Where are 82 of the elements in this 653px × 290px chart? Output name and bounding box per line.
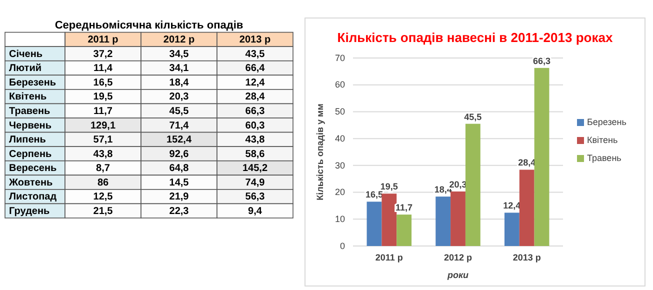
- y-axis-title: Кількість опадів у мм: [315, 103, 325, 200]
- data-label: 21,9: [169, 192, 190, 203]
- data-label: 14,5: [169, 177, 190, 188]
- data-label: 152,4: [166, 134, 192, 146]
- data-label: 12,5: [93, 192, 114, 203]
- data-label: 45,5: [464, 112, 482, 122]
- data-label: 145,2: [242, 163, 268, 174]
- data-label: 22,3: [169, 206, 190, 217]
- data-label: 66,3: [245, 106, 266, 117]
- x-tick-label: 2011 р: [375, 252, 404, 262]
- bar: [519, 170, 534, 246]
- x-tick-label: 2012 р: [444, 252, 473, 262]
- y-tick-label: Листопад: [9, 192, 58, 203]
- data-label: 43,8: [93, 148, 114, 160]
- data-label: 66,4: [245, 63, 266, 74]
- y-tick-label: Вересень: [9, 163, 57, 174]
- bar: [366, 202, 382, 246]
- data-label: 16,5: [93, 77, 114, 88]
- y-tick-label: 60: [334, 80, 345, 90]
- data-label: 43,8: [245, 134, 266, 146]
- y-tick-label: 50: [334, 106, 345, 117]
- x-tick-label: 2012 р: [163, 34, 195, 46]
- x-axis-title: роки: [446, 270, 470, 280]
- y-tick-label: 0: [340, 240, 345, 251]
- data-label: 45,5: [169, 106, 190, 117]
- x-tick-label: 2013 р: [512, 252, 542, 262]
- x-tick-label: 2013 р: [239, 34, 271, 46]
- data-label: 28,4: [245, 92, 266, 103]
- data-label: 12,4: [245, 77, 266, 88]
- bar: [534, 68, 550, 246]
- data-label: 64,8: [169, 163, 190, 174]
- data-label: 58,6: [245, 148, 266, 160]
- legend-label: Квітень: [587, 135, 618, 145]
- y-tick-label: Червень: [9, 120, 52, 132]
- data-label: 43,5: [245, 48, 266, 60]
- data-label: 60,3: [245, 120, 266, 132]
- y-tick-label: Грудень: [9, 206, 50, 217]
- bar: [382, 194, 397, 246]
- x-tick-label: 2011 р: [88, 34, 118, 46]
- data-label: 19,5: [380, 182, 398, 192]
- y-tick-label: Жовтень: [8, 177, 53, 188]
- legend-label: Березень: [587, 117, 627, 127]
- bar: [396, 214, 412, 246]
- data-label: 57,1: [93, 134, 114, 146]
- data-label: 11,4: [94, 63, 113, 74]
- data-label: 16,5: [365, 190, 383, 200]
- data-label: 21,5: [93, 206, 114, 217]
- y-tick-label: 10: [334, 214, 345, 224]
- data-label: 37,2: [93, 48, 114, 60]
- data-label: 129,1: [90, 120, 116, 132]
- legend-label: Травень: [587, 153, 622, 163]
- y-tick-label: Лютий: [9, 63, 42, 74]
- bar: [450, 191, 466, 246]
- data-label: 20,3: [169, 92, 190, 103]
- y-tick-label: Серпень: [9, 148, 52, 160]
- data-label: 71,4: [169, 120, 190, 132]
- bar: [465, 124, 480, 246]
- data-label: 9,4: [248, 206, 262, 217]
- bar: [436, 196, 451, 246]
- y-tick-label: 40: [334, 133, 345, 144]
- data-label: 18,4: [169, 77, 190, 88]
- data-label: 74,9: [245, 177, 266, 188]
- y-tick-label: 30: [334, 160, 345, 170]
- data-label: 19,5: [93, 92, 114, 103]
- data-label: 34,5: [169, 48, 190, 60]
- y-tick-label: 20: [334, 187, 345, 198]
- data-label: 56,3: [245, 192, 266, 203]
- y-tick-label: Липень: [9, 134, 46, 146]
- y-tick-label: 70: [334, 52, 345, 63]
- data-label: 11,7: [94, 106, 113, 117]
- y-tick-label: Квітень: [9, 92, 47, 103]
- bar: [504, 212, 520, 246]
- data-label: 86: [97, 177, 109, 188]
- data-label: 66,3: [533, 56, 551, 66]
- chart-title: Середньомісячна кількість опадів: [54, 20, 244, 32]
- y-tick-label: Січень: [9, 48, 43, 60]
- data-label: 92,6: [169, 148, 190, 160]
- y-tick-label: Травень: [9, 106, 50, 117]
- data-label: 8,7: [96, 163, 110, 174]
- y-tick-label: Березень: [9, 77, 56, 88]
- data-label: 34,1: [169, 63, 190, 74]
- chart-title: Кількість опадів навесні в 2011-2013 роках: [337, 30, 614, 45]
